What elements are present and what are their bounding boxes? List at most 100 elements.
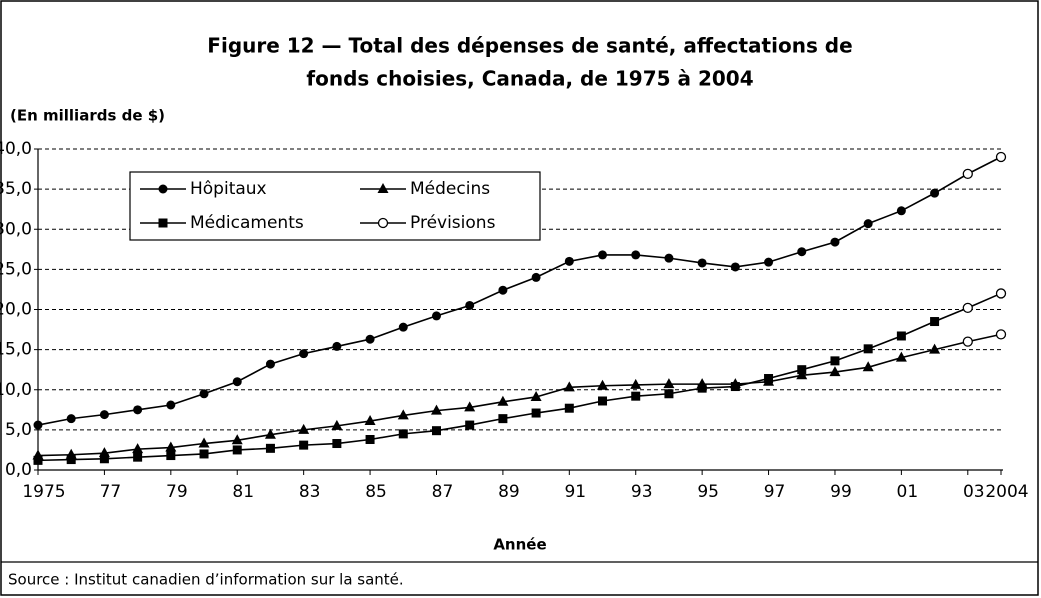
marker xyxy=(995,288,1007,299)
marker xyxy=(365,435,375,445)
forecast-line xyxy=(967,156,1002,175)
x-tick-label: 79 xyxy=(166,482,188,502)
marker xyxy=(797,365,807,375)
y-tick-label: 5,0 xyxy=(5,420,32,440)
marker xyxy=(962,168,973,180)
x-tick-label: 81 xyxy=(232,482,254,502)
marker xyxy=(896,206,906,216)
x-tick-label: 95 xyxy=(697,482,719,502)
x-tick-label: 89 xyxy=(498,482,520,502)
marker xyxy=(631,391,641,401)
marker xyxy=(830,356,840,366)
marker xyxy=(464,401,476,412)
series-line xyxy=(37,320,935,462)
marker xyxy=(530,390,542,401)
y-tick-label: 0,0 xyxy=(5,460,32,480)
marker xyxy=(730,382,740,392)
marker xyxy=(962,302,973,314)
marker xyxy=(298,423,310,434)
marker xyxy=(66,455,76,465)
marker xyxy=(264,428,276,439)
marker xyxy=(199,449,209,459)
marker xyxy=(299,349,309,359)
legend-label: Prévisions xyxy=(410,213,496,233)
marker xyxy=(158,184,168,194)
y-tick-label: 35,0 xyxy=(0,179,32,199)
marker xyxy=(929,343,941,354)
marker xyxy=(531,408,541,418)
marker xyxy=(299,440,309,450)
marker xyxy=(231,434,243,445)
marker xyxy=(830,237,840,247)
marker xyxy=(430,404,442,415)
x-tick-label: 01 xyxy=(897,482,919,502)
marker xyxy=(697,383,707,393)
marker xyxy=(764,257,774,267)
marker xyxy=(829,366,841,377)
marker xyxy=(663,378,675,389)
marker xyxy=(598,396,608,406)
marker xyxy=(995,151,1007,163)
marker xyxy=(531,272,541,282)
y-tick-label: 10,0 xyxy=(0,380,32,400)
marker xyxy=(664,389,674,399)
marker xyxy=(895,351,907,362)
marker xyxy=(796,369,808,380)
x-axis-title: Année xyxy=(493,536,546,554)
legend xyxy=(129,171,541,241)
marker xyxy=(397,409,409,420)
marker xyxy=(730,262,740,272)
marker xyxy=(198,437,210,448)
marker xyxy=(697,258,707,268)
x-tick-label: 91 xyxy=(564,482,586,502)
y-tick-label: 40,0 xyxy=(0,139,32,159)
marker xyxy=(133,405,143,415)
marker xyxy=(431,311,441,321)
marker xyxy=(33,420,43,430)
chart-title-line2: fonds choisies, Canada, de 1975 à 2004 xyxy=(306,67,753,91)
x-tick-label: 85 xyxy=(365,482,387,502)
series-line xyxy=(37,348,935,457)
marker xyxy=(930,317,940,327)
x-tick-label: 87 xyxy=(432,482,454,502)
marker xyxy=(158,218,168,228)
marker xyxy=(377,183,389,193)
marker xyxy=(598,250,608,260)
marker xyxy=(99,454,109,464)
marker xyxy=(332,439,342,449)
marker xyxy=(930,188,940,198)
marker xyxy=(66,414,76,424)
marker xyxy=(962,336,973,347)
marker xyxy=(631,250,641,260)
forecast-line xyxy=(967,333,1002,343)
y-tick-label: 20,0 xyxy=(0,300,32,320)
marker xyxy=(995,329,1007,340)
marker xyxy=(132,443,144,454)
marker xyxy=(365,334,375,344)
marker xyxy=(133,452,143,462)
marker xyxy=(431,426,441,436)
x-tick-label: 93 xyxy=(631,482,653,502)
forecast-line xyxy=(967,292,1002,309)
x-tick-label: 99 xyxy=(830,482,852,502)
marker xyxy=(862,361,874,372)
x-tick-label: 03 xyxy=(963,482,985,502)
marker xyxy=(597,379,609,390)
marker xyxy=(664,253,674,263)
marker xyxy=(165,441,177,452)
marker xyxy=(99,410,109,420)
legend-label: Médecins xyxy=(410,179,490,199)
y-tick-label: 30,0 xyxy=(0,219,32,239)
marker xyxy=(265,359,275,369)
marker xyxy=(465,420,475,430)
marker xyxy=(465,300,475,310)
y-tick-label: 25,0 xyxy=(0,259,32,279)
marker xyxy=(199,389,209,399)
marker xyxy=(863,344,873,354)
marker xyxy=(398,322,408,332)
x-tick-label: 2004 xyxy=(985,482,1028,502)
marker xyxy=(232,377,242,387)
series-line xyxy=(37,192,935,426)
